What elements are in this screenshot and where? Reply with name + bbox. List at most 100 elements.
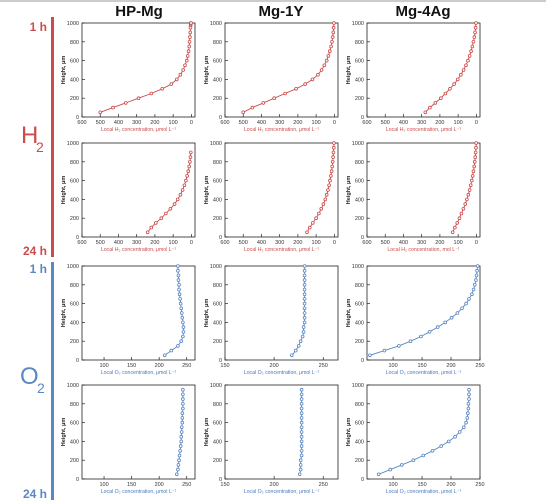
data-point: [321, 202, 326, 206]
time-label-o2-1h: 1 h: [30, 262, 47, 276]
data-point: [470, 174, 475, 178]
o2-label-subscript: 2: [37, 380, 45, 396]
data-point: [331, 25, 336, 30]
y-axis-label: Height, μm: [346, 176, 352, 205]
data-point: [302, 282, 307, 287]
y-tick-label: 0: [361, 477, 364, 483]
data-point: [123, 101, 128, 105]
data-point: [466, 192, 471, 197]
data-point: [181, 334, 185, 339]
data-point: [327, 49, 332, 53]
y-tick-label: 800: [355, 40, 364, 46]
data-point: [188, 155, 193, 159]
y-tick-label: 0: [361, 115, 364, 121]
data-point: [470, 292, 474, 297]
data-point: [169, 348, 174, 353]
plot-frame: [81, 384, 196, 480]
data-point: [328, 178, 332, 183]
y-tick-label: 400: [70, 77, 79, 83]
x-tick-label: 0: [333, 240, 336, 246]
data-point: [299, 401, 304, 406]
data-point: [449, 315, 454, 320]
data-point: [111, 105, 115, 110]
y-tick-label: 600: [70, 59, 79, 65]
data-point: [176, 273, 181, 278]
data-point: [178, 72, 183, 77]
column-header-hp-mg: HP-Mg: [115, 3, 163, 20]
x-tick-label: 600: [77, 120, 86, 126]
data-point: [149, 225, 154, 230]
data-point: [299, 430, 304, 434]
y-tick-label: 200: [70, 458, 79, 464]
data-point: [326, 188, 330, 192]
data-point: [186, 169, 191, 174]
x-tick-label: 150: [417, 363, 426, 369]
data-point: [467, 397, 471, 401]
data-point: [180, 420, 185, 425]
plot-frame: [366, 22, 481, 118]
data-point: [299, 444, 304, 448]
data-point: [330, 164, 334, 169]
data-point: [421, 453, 426, 458]
data-point: [474, 141, 478, 145]
data-point: [382, 348, 387, 353]
x-tick-label: 0: [190, 240, 193, 246]
y-tick-label: 400: [213, 439, 222, 445]
data-point: [299, 392, 304, 397]
data-point: [473, 150, 478, 155]
data-point: [176, 344, 180, 348]
x-tick-label: 100: [454, 120, 463, 126]
y-tick-label: 0: [76, 477, 79, 483]
data-point: [322, 63, 327, 68]
x-tick-label: 400: [399, 120, 408, 126]
data-point: [178, 448, 182, 453]
data-point: [299, 448, 304, 453]
data-point: [455, 221, 460, 225]
data-point: [302, 278, 307, 282]
data-point: [296, 344, 301, 348]
data-point: [459, 72, 463, 77]
x-axis-label: Local H₂ concentration, mol L⁻¹: [387, 247, 459, 253]
x-tick-label: 100: [312, 240, 321, 246]
y-tick-label: 800: [70, 40, 79, 46]
y-tick-label: 600: [70, 421, 79, 427]
data-point: [177, 282, 181, 287]
plot-frame: [81, 142, 196, 238]
data-point: [272, 96, 277, 100]
x-tick-label: 500: [381, 240, 390, 246]
data-point: [461, 425, 466, 430]
x-tick-label: 600: [220, 240, 229, 246]
x-tick-label: 200: [293, 120, 302, 126]
y-axis-label: Height, μm: [204, 176, 210, 205]
y-tick-label: 600: [355, 302, 364, 308]
data-point: [181, 320, 185, 325]
data-point: [474, 278, 478, 282]
data-point: [283, 91, 287, 96]
x-tick-label: 150: [417, 482, 426, 488]
data-point: [302, 301, 307, 306]
data-point: [298, 463, 303, 467]
y-tick-label: 800: [70, 160, 79, 166]
y-axis-label: Height, μm: [346, 56, 352, 85]
data-point: [316, 72, 320, 77]
x-tick-label: 200: [435, 120, 444, 126]
x-axis-label: Local H₂ concentration, μmol L⁻¹: [244, 247, 319, 253]
x-tick-label: 500: [381, 120, 390, 126]
x-tick-label: 300: [417, 120, 426, 126]
data-point: [176, 278, 181, 282]
series-line: [291, 266, 306, 356]
data-point: [471, 39, 476, 44]
y-tick-label: 400: [355, 197, 364, 203]
data-point: [450, 230, 455, 235]
data-point: [399, 463, 404, 467]
data-point: [475, 264, 480, 268]
x-tick-label: 300: [132, 120, 141, 126]
plot-frame: [224, 22, 339, 118]
y-tick-label: 1000: [67, 21, 79, 27]
y-tick-label: 400: [213, 320, 222, 326]
data-point: [466, 401, 471, 406]
data-point: [182, 183, 187, 188]
